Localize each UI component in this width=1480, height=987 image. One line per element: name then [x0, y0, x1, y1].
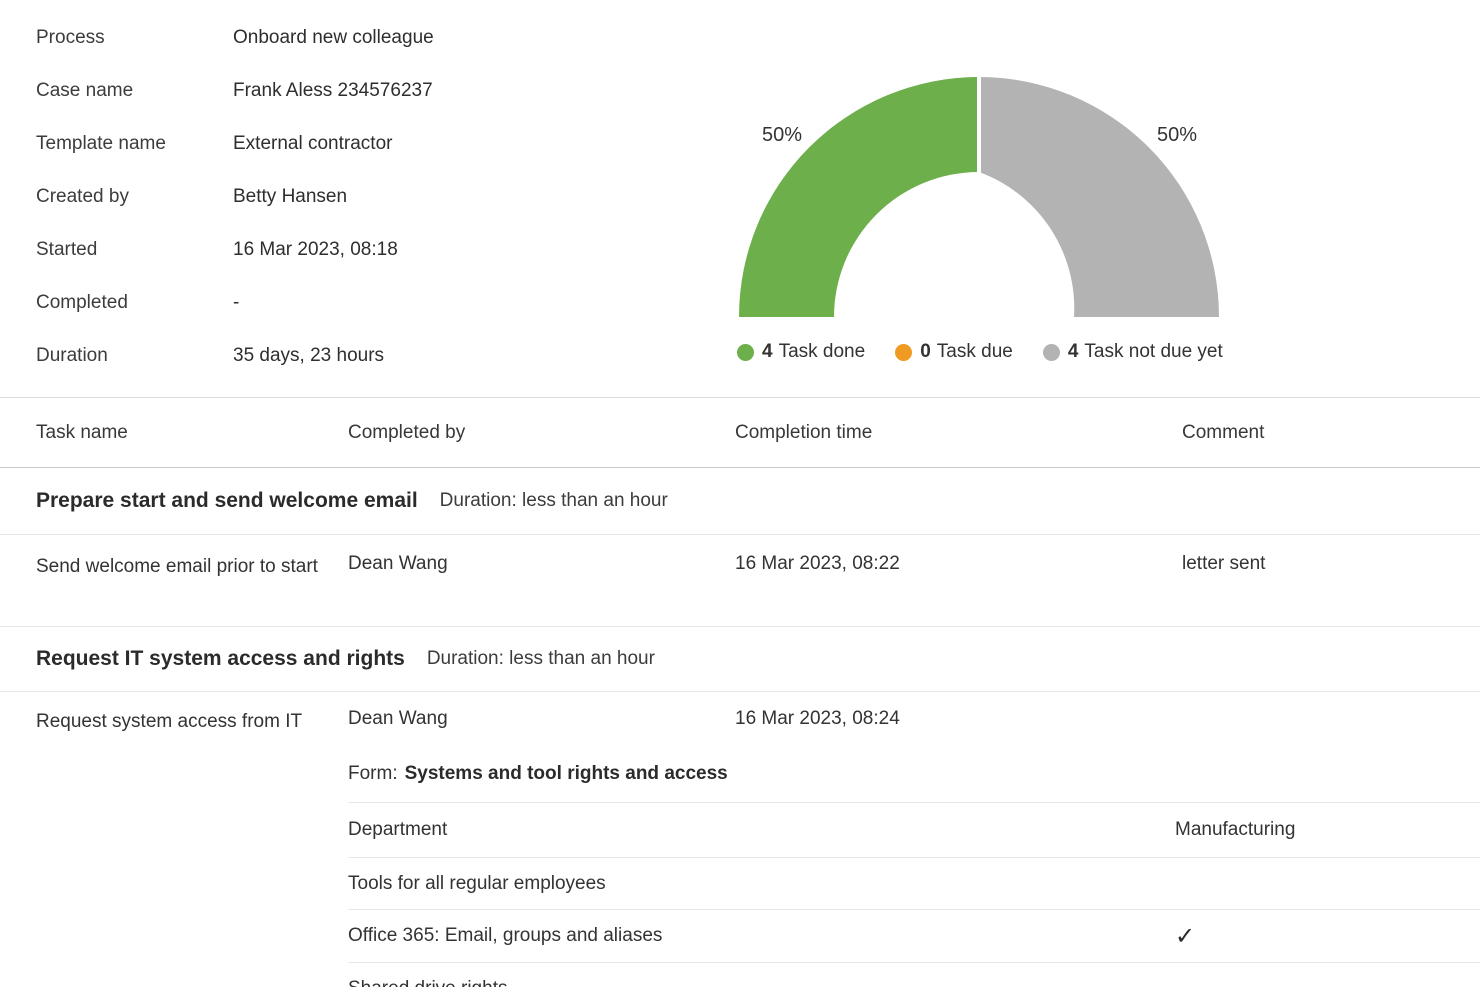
form-field-label: Office 365: Email, groups and aliases — [348, 925, 663, 946]
column-header-comment: Comment — [1182, 421, 1265, 443]
legend-item-task-done: 4 Task done — [737, 341, 865, 363]
case-name-value: Frank Aless 234576237 — [233, 79, 433, 101]
started-value: 16 Mar 2023, 08:18 — [233, 238, 398, 260]
template-name-value: External contractor — [233, 132, 393, 154]
column-header-completion-time: Completion time — [735, 421, 873, 443]
completed-by-cell: Dean Wang — [348, 553, 448, 574]
info-label: Template name — [36, 132, 166, 154]
task-details-area: Dean Wang 16 Mar 2023, 08:24 Form: Syste… — [348, 692, 1480, 987]
form-field-label: Department — [348, 819, 448, 840]
form-field-label: Shared drive rights — [348, 978, 1175, 987]
case-info-panel: Process Onboard new colleague Case name … — [36, 11, 434, 382]
completion-time-cell: 16 Mar 2023, 08:24 — [735, 708, 900, 729]
section-title: Request IT system access and rights — [36, 647, 405, 670]
gauge-segment-done — [739, 77, 979, 317]
legend-dot-orange-icon — [895, 343, 913, 361]
legend-count: 4 — [1067, 341, 1079, 362]
gauge-left-percent-label: 50% — [762, 124, 802, 146]
comment-cell: letter sent — [1182, 553, 1266, 574]
info-label: Process — [36, 26, 105, 48]
task-row-request-system-access: Request system access from IT Dean Wang … — [0, 692, 1480, 987]
gauge-segment-not-due — [979, 77, 1219, 317]
legend-label: Task not due yet — [1084, 341, 1223, 362]
gauge-legend: 4 Task done 0 Task due 4 Task not due ye… — [737, 341, 1223, 363]
task-completion-line: Dean Wang 16 Mar 2023, 08:24 — [348, 692, 1480, 745]
section-header-prepare-start: Prepare start and send welcome email Dur… — [0, 468, 1480, 535]
gauge-segment-gap — [977, 75, 981, 173]
legend-dot-green-icon — [737, 343, 754, 361]
info-label: Completed — [36, 291, 128, 313]
section-duration: Duration: less than an hour — [439, 490, 668, 511]
progress-gauge-chart: 50% 50% — [737, 75, 1221, 317]
gauge-right-percent-label: 50% — [1157, 124, 1197, 146]
duration-value: 35 days, 23 hours — [233, 344, 385, 366]
form-title-row: Form: Systems and tool rights and access — [348, 745, 1480, 803]
info-label: Started — [36, 238, 98, 260]
column-header-completed-by: Completed by — [348, 421, 466, 443]
task-row-send-welcome-email: Send welcome email prior to start Dean W… — [0, 535, 1480, 627]
info-label: Created by — [36, 185, 129, 207]
checkmark-icon: ✓ — [1175, 922, 1196, 950]
completion-time-cell: 16 Mar 2023, 08:22 — [735, 553, 900, 574]
legend-count: 0 — [920, 341, 931, 362]
completed-by-cell: Dean Wang — [348, 708, 448, 729]
section-header-request-it-access: Request IT system access and rights Dura… — [0, 627, 1480, 692]
form-name: Systems and tool rights and access — [404, 762, 728, 784]
legend-item-task-due: 0 Task due — [895, 341, 1013, 363]
info-label: Duration — [36, 344, 108, 366]
form-row-partial: Shared drive rights — [348, 963, 1480, 987]
legend-dot-gray-icon — [1042, 343, 1060, 361]
form-field-label: Tools for all regular employees — [348, 872, 606, 894]
completed-value: - — [233, 291, 240, 313]
form-field-value: Manufacturing — [1175, 819, 1296, 840]
legend-label: Task done — [778, 341, 866, 362]
process-value: Onboard new colleague — [233, 26, 434, 48]
section-title: Prepare start and send welcome email — [36, 489, 418, 512]
form-label: Form: — [348, 762, 398, 784]
table-header-row: Task name Completed by Completion time C… — [0, 397, 1480, 468]
form-row-department: Department Manufacturing — [348, 803, 1480, 858]
legend-label: Task due — [936, 341, 1013, 362]
task-table: Task name Completed by Completion time C… — [0, 397, 1480, 987]
created-by-value: Betty Hansen — [233, 185, 348, 207]
form-row-tools-group: Tools for all regular employees — [348, 858, 1480, 910]
task-name-cell: Send welcome email prior to start — [36, 556, 318, 577]
gauge-svg: 50% 50% — [739, 75, 1219, 317]
legend-item-task-not-due: 4 Task not due yet — [1042, 341, 1223, 363]
case-summary-section: Process Onboard new colleague Case name … — [0, 0, 1480, 397]
info-label: Case name — [36, 79, 134, 101]
legend-count: 4 — [762, 341, 773, 362]
section-duration: Duration: less than an hour — [426, 648, 655, 669]
form-row-office-365: Office 365: Email, groups and aliases ✓ — [348, 910, 1480, 963]
task-name-cell: Request system access from IT — [36, 711, 303, 732]
column-header-task-name: Task name — [36, 421, 128, 443]
